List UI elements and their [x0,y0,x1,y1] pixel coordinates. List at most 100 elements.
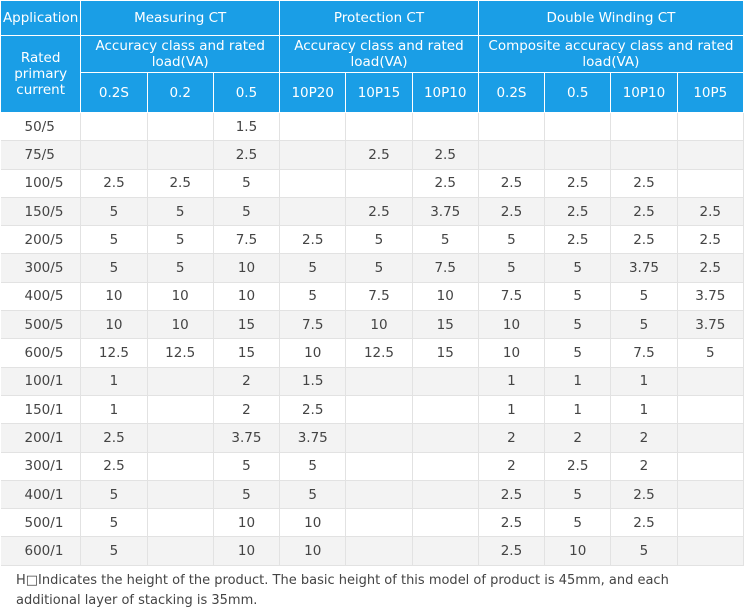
load-value-cell [412,367,479,396]
load-value-cell: 5 [80,480,148,510]
load-value-cell [677,395,744,425]
table-header: Application Measuring CT Protection CT D… [0,0,744,113]
rated-current-cell: 500/5 [0,310,82,340]
load-value-cell: 10 [412,282,479,312]
load-value-cell: 2.5 [412,140,479,170]
load-value-cell [80,112,148,142]
load-value-cell: 1 [544,395,612,425]
table-row: 75/5 2.5 2.5 2.5 [0,140,744,170]
table-row: 300/5 5 5 10 5 5 7.5 5 5 3.75 2.5 [0,253,744,283]
load-value-cell: 2.5 [213,140,281,170]
load-value-cell [478,140,546,170]
load-value-cell [279,112,347,142]
header-class-cell: 0.2S [477,72,546,113]
load-value-cell: 2.5 [544,452,612,481]
load-value-cell: 5 [544,282,612,312]
load-value-cell: 1.5 [213,112,281,142]
load-value-cell: 1 [610,395,678,425]
load-value-cell [677,480,744,510]
load-value-cell [544,112,612,142]
load-value-cell: 3.75 [677,282,744,312]
load-value-cell [544,140,612,170]
load-value-cell: 3.75 [213,423,281,453]
load-value-cell: 10 [345,310,413,340]
load-value-cell [147,536,214,566]
load-value-cell: 5 [80,253,148,283]
header-accuracy-double: Composite accuracy class and rated load(… [477,35,744,73]
footnote: H□Indicates the height of the product. T… [16,573,669,608]
load-value-cell: 12.5 [80,338,148,368]
load-value-cell: 1 [478,367,546,396]
rated-current-cell: 200/5 [0,225,82,255]
load-value-cell: 10 [279,508,347,538]
header-accuracy-measuring: Accuracy class and rated load(VA) [80,35,281,73]
rated-current-cell: 50/5 [0,112,82,142]
load-value-cell: 5 [345,225,413,255]
load-value-cell: 2.5 [677,253,744,283]
load-value-cell: 2.5 [478,169,546,198]
load-value-cell: 1 [80,367,148,396]
load-value-cell: 2.5 [610,169,678,198]
load-value-cell: 2.5 [345,197,413,227]
load-value-cell: 5 [478,253,546,283]
load-value-cell: 2.5 [345,140,413,170]
rated-current-cell: 300/1 [0,452,82,481]
load-value-cell: 15 [213,310,281,340]
rated-current-cell: 400/5 [0,282,82,312]
header-class-cell: 0.5 [212,72,281,113]
table-row: 150/1 1 2 2.5 1 1 1 [0,395,744,425]
load-value-cell [147,480,214,510]
load-value-cell: 5 [544,310,612,340]
rated-current-cell: 150/1 [0,395,82,425]
rated-current-cell: 100/1 [0,367,82,396]
load-value-cell [345,367,413,396]
load-value-cell: 10 [478,310,546,340]
header-protection-ct: Protection CT [279,0,479,36]
load-value-cell: 10 [80,310,148,340]
table-row: 500/1 5 10 10 2.5 5 2.5 [0,508,744,538]
rated-current-cell: 400/1 [0,480,82,510]
table-row: 400/5 10 10 10 5 7.5 10 7.5 5 5 3.75 [0,282,744,312]
header-class-cell: 0.2 [146,72,214,113]
load-value-cell [412,395,479,425]
load-value-cell: 5 [478,225,546,255]
load-value-cell: 5 [147,197,214,227]
header-class-cell: 10P10 [610,72,678,113]
load-value-cell: 5 [610,310,678,340]
load-value-cell: 2 [478,452,546,481]
load-value-cell: 2 [544,423,612,453]
load-value-cell: 2.5 [80,169,148,198]
load-value-cell: 10 [279,338,347,368]
load-value-cell: 5 [544,338,612,368]
load-value-cell [412,480,479,510]
load-value-cell: 10 [213,253,281,283]
load-value-cell [147,423,214,453]
load-value-cell [345,480,413,510]
table-row: 100/1 1 2 1.5 1 1 1 [0,367,744,396]
load-value-cell [412,452,479,481]
load-value-cell: 10 [544,536,612,566]
load-value-cell: 10 [279,536,347,566]
table-row: 150/5 5 5 5 2.5 3.75 2.5 2.5 2.5 2.5 [0,197,744,227]
load-value-cell: 3.75 [610,253,678,283]
load-value-cell [610,140,678,170]
rated-current-cell: 600/1 [0,536,82,566]
load-value-cell [345,423,413,453]
load-value-cell [677,536,744,566]
load-value-cell: 2.5 [478,480,546,510]
table-row: 600/1 5 10 10 2.5 10 5 [0,536,744,566]
header-class-cell: 10P10 [411,72,479,113]
load-value-cell [677,423,744,453]
load-value-cell: 15 [412,338,479,368]
load-value-cell: 2.5 [610,225,678,255]
load-value-cell [147,508,214,538]
load-value-cell: 5 [544,508,612,538]
load-value-cell [147,112,214,142]
load-value-cell: 3.75 [279,423,347,453]
load-value-cell [412,508,479,538]
load-value-cell [345,169,413,198]
load-value-cell: 3.75 [412,197,479,227]
load-value-cell: 2.5 [677,197,744,227]
load-value-cell [279,197,347,227]
load-value-cell: 15 [412,310,479,340]
